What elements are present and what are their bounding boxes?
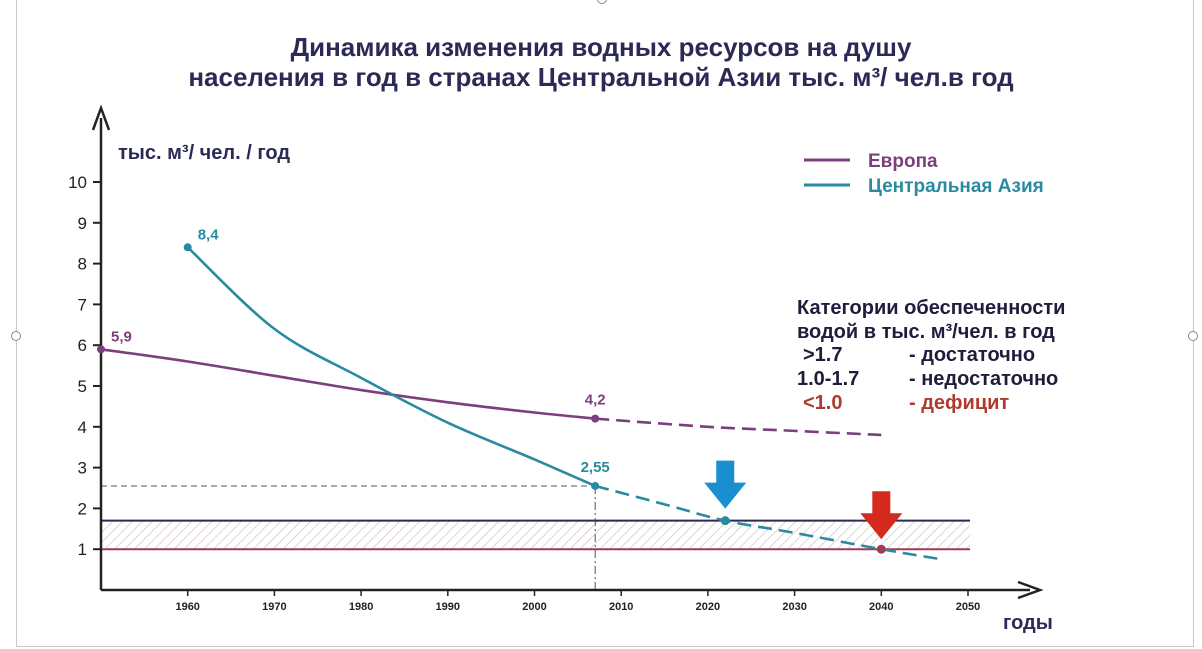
chart-title: Динамика изменения водных ресурсов на ду… xyxy=(0,32,1202,92)
marker-point-red xyxy=(876,544,886,554)
x-tick-label-2030: 2030 xyxy=(782,601,806,613)
category-range-1: 1.0-1.7 xyxy=(797,368,859,390)
x-tick-label-2040: 2040 xyxy=(869,601,893,613)
category-label-1: - недостаточно xyxy=(909,368,1058,390)
categories-heading-2: водой в тыс. м³/чел. в год xyxy=(797,321,1055,343)
chart-title-line-1: Динамика изменения водных ресурсов на ду… xyxy=(290,32,912,62)
europe-point-0 xyxy=(97,345,105,354)
x-tick-label-1960: 1960 xyxy=(175,601,199,613)
y-tick-label-5: 5 xyxy=(78,377,87,396)
x-tick-label-2010: 2010 xyxy=(609,601,633,613)
x-tick-label-2020: 2020 xyxy=(696,601,720,613)
central-asia-point-1 xyxy=(591,481,600,490)
legend-label-europe: Европа xyxy=(868,151,938,172)
y-tick-label-8: 8 xyxy=(78,255,87,274)
central-asia-data-label-0: 8,4 xyxy=(198,226,220,243)
x-tick-label-2050: 2050 xyxy=(956,601,980,613)
central-asia-point-0 xyxy=(183,243,192,252)
europe-point-1 xyxy=(591,414,600,423)
y-tick-label-3: 3 xyxy=(78,459,87,478)
y-tick-label-6: 6 xyxy=(78,336,87,355)
y-axis-title: тыс. м³/ чел. / год xyxy=(118,142,290,164)
y-tick-label-7: 7 xyxy=(78,295,87,314)
europe-data-label-0: 5,9 xyxy=(111,328,132,345)
y-tick-label-9: 9 xyxy=(78,214,87,233)
x-tick-label-1970: 1970 xyxy=(262,601,286,613)
y-tick-label-10: 10 xyxy=(68,173,87,192)
x-axis-title: годы xyxy=(1003,612,1053,634)
central-asia-line-projected xyxy=(594,484,943,561)
resize-handle-left[interactable] xyxy=(11,331,21,341)
europe-line-actual xyxy=(100,347,596,420)
chart-title-line-2: населения в год в странах Центральной Аз… xyxy=(188,62,1014,92)
categories-heading-1: Категории обеспеченности xyxy=(797,297,1065,319)
image-frame xyxy=(16,0,1194,647)
category-label-2: - дефицит xyxy=(909,392,1009,414)
legend-label-central-asia: Центральная Азия xyxy=(868,176,1044,197)
category-range-0: >1.7 xyxy=(803,344,842,366)
x-tick-label-1980: 1980 xyxy=(349,601,373,613)
marker-point-blue xyxy=(720,516,730,526)
x-tick-label-2000: 2000 xyxy=(522,601,546,613)
blue-arrow-marker xyxy=(704,460,747,509)
x-axis-arrowhead xyxy=(1017,580,1044,600)
red-arrow-marker xyxy=(860,491,903,540)
resize-handle-right[interactable] xyxy=(1188,331,1198,341)
x-tick-label-1990: 1990 xyxy=(436,601,460,613)
central-asia-line-actual xyxy=(186,246,596,488)
central-asia-data-label-1: 2,55 xyxy=(581,459,610,476)
y-axis-arrowhead xyxy=(91,104,111,131)
europe-data-label-1: 4,2 xyxy=(585,392,606,409)
y-tick-label-4: 4 xyxy=(78,418,87,437)
insufficient-band xyxy=(101,520,970,550)
category-label-0: - достаточно xyxy=(909,344,1035,366)
europe-line-projected xyxy=(595,417,882,437)
y-tick-label-2: 2 xyxy=(78,499,87,518)
category-range-2: <1.0 xyxy=(803,392,842,414)
y-tick-label-1: 1 xyxy=(78,540,87,559)
